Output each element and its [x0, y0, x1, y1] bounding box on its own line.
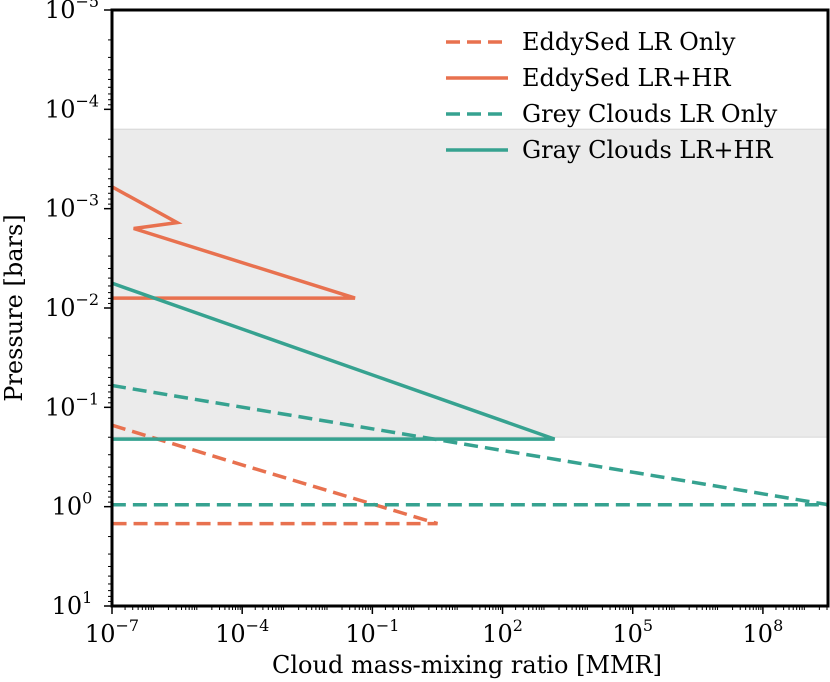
- x-tick-label-2: 10−4: [215, 616, 269, 648]
- x-tick-label-5: 105: [612, 616, 653, 648]
- shaded-band: [111, 128, 829, 438]
- legend-label-4: Gray Clouds LR+HR: [522, 136, 773, 164]
- x-tick-label-3: 10−1: [345, 616, 399, 648]
- y-tick-label-1: 10−5: [45, 0, 99, 24]
- y-axis: 10−5 10−4 10−3 10−2 10−1 100 101: [45, 0, 112, 620]
- series-layer: [112, 185, 828, 526]
- x-tick-label-1: 10−7: [85, 616, 139, 648]
- legend-label-3: Grey Clouds LR Only: [522, 100, 778, 128]
- y-tick-label-2: 10−4: [45, 91, 99, 123]
- legend-label-2: EddySed LR+HR: [522, 64, 731, 92]
- y-axis-title: Pressure [bars]: [0, 214, 28, 401]
- x-axis: 10−7 10−4 10−1 102 105 108: [85, 606, 828, 648]
- series-line-3: [112, 383, 828, 507]
- y-tick-label-6: 100: [52, 489, 93, 521]
- x-tick-label-6: 108: [743, 616, 784, 648]
- y-tick-label-3: 10−3: [45, 191, 99, 223]
- legend-label-1: EddySed LR Only: [522, 28, 736, 56]
- x-axis-title: Cloud mass-mixing ratio [MMR]: [272, 651, 662, 679]
- y-tick-label-7: 101: [52, 588, 93, 620]
- series-line-2: [112, 185, 356, 300]
- y-tick-label-5: 10−1: [45, 389, 99, 421]
- series-line-4: [112, 281, 556, 441]
- y-tick-label-4: 10−2: [45, 290, 99, 322]
- series-line-1: [112, 423, 439, 526]
- legend: EddySed LR Only EddySed LR+HR Grey Clouds …: [446, 28, 778, 164]
- x-tick-label-4: 102: [482, 616, 523, 648]
